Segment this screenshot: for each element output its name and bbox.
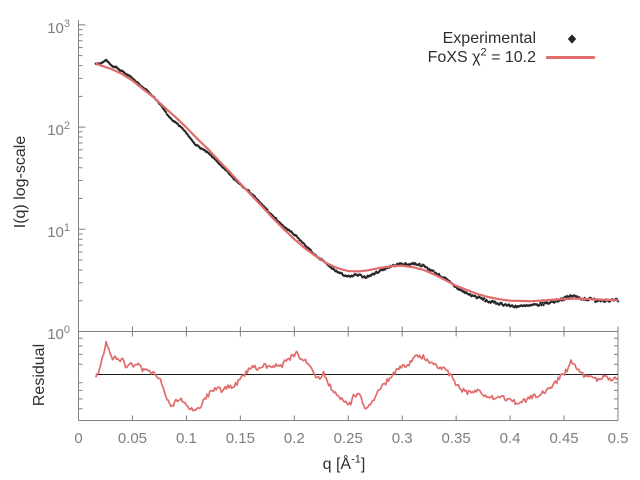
x-tick-label: 0.05 [117,430,148,447]
residual-curve [95,340,619,412]
x-tick-label: 0.5 [607,430,629,447]
y-tick-label-1e1: 101 [47,222,70,241]
x-tick-label: 0.3 [391,430,413,447]
legend-label-experimental: Experimental [442,30,536,47]
x-axis-title: q [Å-1] [322,453,366,473]
x-tick-label: 0.15 [225,430,255,447]
y-tick-label-1e3: 103 [47,18,70,37]
x-tick-label: 0.35 [441,430,471,447]
x-tick-label: 0 [74,430,83,447]
x-tick-label: 0.1 [175,430,197,447]
x-tick-label: 0.4 [499,430,521,447]
legend-label-foxs: FoXS χ2 = 10.2 [427,46,536,66]
legend-experimental-marker-diamond-icon [567,34,577,44]
x-tick-label: 0.2 [283,430,305,447]
x-tick-label: 0.45 [549,430,579,447]
y-tick-label-1e0: 100 [47,324,70,343]
axes-and-ticks [78,20,619,421]
legend-foxs-line-sample [546,56,595,59]
x-tick-label: 0.25 [333,430,363,447]
y-tick-label-1e2: 102 [47,120,70,139]
foxs-fit-line [95,62,619,303]
